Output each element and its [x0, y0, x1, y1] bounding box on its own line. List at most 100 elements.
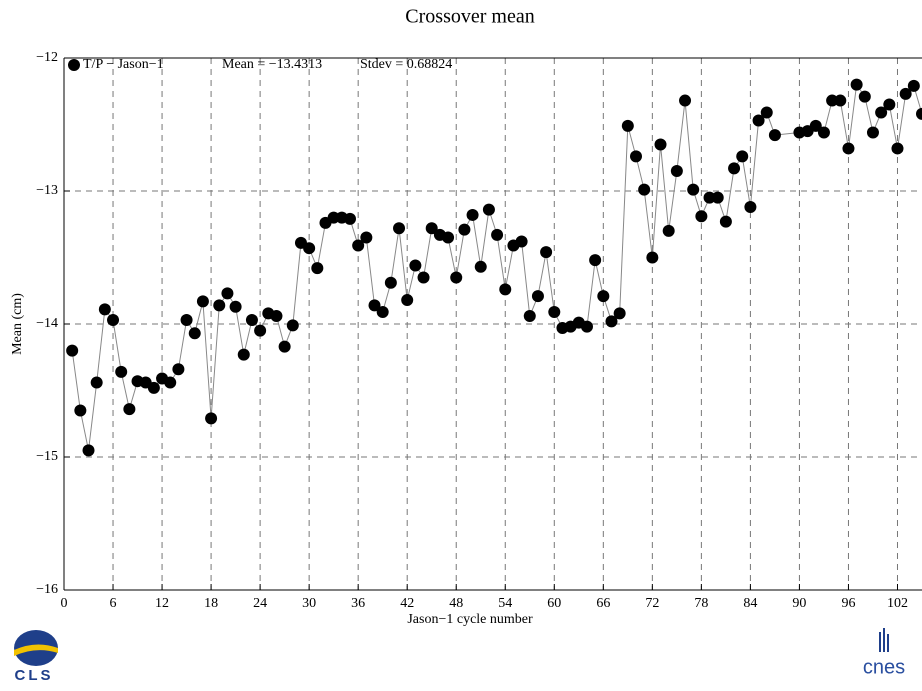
data-point [229, 300, 242, 313]
data-point [736, 150, 749, 163]
data-point [728, 162, 741, 175]
data-point [630, 150, 642, 163]
data-point [115, 365, 128, 378]
y-axis-label: Mean (cm) [10, 293, 25, 355]
data-point [695, 210, 708, 223]
data-point [188, 327, 201, 340]
data-point [270, 310, 283, 323]
x-tick-label: 102 [887, 596, 908, 611]
data-point [466, 208, 479, 221]
data-point [368, 299, 381, 312]
data-point [899, 87, 912, 100]
data-point [474, 260, 487, 273]
chart-title: Crossover mean [405, 6, 534, 28]
data-point [719, 215, 732, 228]
data-point [515, 235, 528, 248]
data-point [662, 224, 675, 237]
x-tick-label: 78 [694, 596, 708, 611]
data-point [425, 222, 438, 235]
y-tick-label: −12 [36, 50, 58, 65]
data-point [82, 444, 95, 457]
data-point [687, 183, 700, 196]
annotation: Stdev = 0.68824 [360, 57, 452, 72]
data-point [646, 251, 659, 264]
data-point [66, 344, 79, 357]
x-tick-label: 24 [253, 596, 267, 611]
x-tick-label: 30 [302, 596, 316, 611]
x-tick-label: 0 [61, 596, 68, 611]
data-point [916, 107, 922, 120]
data-point [711, 191, 724, 204]
y-tick-label: −16 [36, 582, 58, 597]
data-point [621, 119, 634, 132]
plot-area [66, 78, 922, 457]
data-point [409, 259, 422, 272]
data-point [768, 129, 781, 142]
data-point [311, 262, 324, 275]
x-tick-label: 42 [400, 596, 414, 611]
logo-text: cnes [863, 656, 905, 678]
legend-marker [68, 59, 80, 71]
data-point [180, 314, 193, 327]
data-point [597, 290, 610, 303]
data-point [580, 320, 593, 333]
x-tick-label: 96 [841, 596, 855, 611]
data-point [752, 114, 765, 127]
data-point [817, 126, 830, 139]
x-tick-label: 36 [351, 596, 365, 611]
data-point [875, 106, 888, 119]
x-tick-label: 18 [204, 596, 218, 611]
y-tick-label: −13 [36, 183, 58, 198]
data-point [850, 78, 863, 91]
data-point [352, 239, 365, 252]
x-tick-label: 72 [645, 596, 659, 611]
data-point [107, 314, 120, 327]
data-point [809, 119, 822, 132]
data-point [172, 363, 185, 376]
x-tick-label: 90 [792, 596, 806, 611]
logo-shape [14, 644, 58, 656]
data-point [164, 376, 177, 389]
logo-shape [879, 628, 889, 652]
data-point [401, 294, 414, 307]
series-line [71, 83, 922, 451]
data-point [858, 90, 871, 103]
x-tick-label: 60 [547, 596, 561, 611]
data-point [74, 404, 87, 417]
data-point [360, 231, 373, 244]
logo-text: CLS [15, 667, 54, 684]
data-point [891, 142, 904, 155]
data-point [237, 348, 250, 361]
x-axis-label: Jason−1 cycle number [407, 612, 533, 627]
cls-logo: CLS [14, 630, 58, 684]
y-tick-label: −14 [36, 316, 58, 331]
legend-label: T/P − Jason−1 [83, 57, 164, 72]
data-point [286, 319, 299, 332]
data-point [834, 94, 847, 107]
data-point [907, 79, 920, 92]
data-point [744, 200, 757, 213]
data-point [384, 276, 397, 289]
data-point [605, 315, 618, 328]
data-point [90, 376, 103, 389]
data-point [883, 98, 896, 111]
annotation: Mean = −13.4313 [222, 57, 322, 72]
cnes-logo: cnes [863, 628, 905, 678]
data-point [760, 106, 773, 119]
x-tick-label: 12 [155, 596, 169, 611]
data-point [254, 324, 267, 337]
data-point [450, 271, 463, 284]
data-point [458, 223, 471, 236]
x-tick-label: 84 [743, 596, 757, 611]
data-point [98, 303, 111, 316]
data-point [499, 283, 512, 296]
data-point [491, 228, 504, 241]
data-point [393, 222, 406, 235]
data-point [376, 306, 389, 319]
data-point [221, 287, 234, 300]
data-point [245, 314, 258, 327]
data-point [523, 310, 536, 323]
data-point [344, 212, 356, 225]
data-point [842, 142, 855, 155]
